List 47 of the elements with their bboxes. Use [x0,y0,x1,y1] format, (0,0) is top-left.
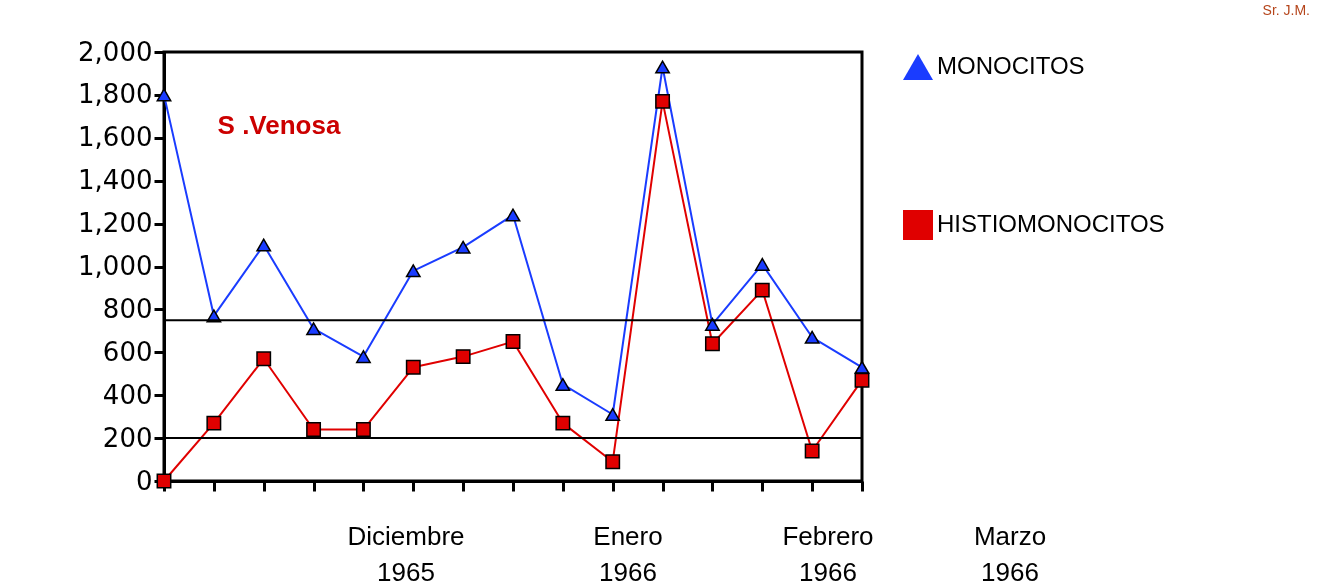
point [355,422,371,437]
point [605,454,621,470]
point [854,360,870,374]
point [505,208,521,222]
text: S .Venosa [217,110,341,140]
y-tick-label: 1,000 [78,251,153,281]
point [256,238,272,252]
point [405,264,421,278]
point [505,334,521,350]
y-tick-label: 800 [102,293,153,324]
text: Febrero 1966 [781,520,875,587]
point [704,336,720,352]
y-tick-label: 1,800 [78,79,153,110]
text: Sr. J.M. [1262,2,1310,18]
point [455,349,471,365]
text: Enero 1966 [592,520,664,587]
y-tick-label: 400 [102,379,153,410]
point [555,377,571,392]
point [206,415,222,431]
legend-label: MONOCITOS [937,52,1085,79]
point [704,317,720,331]
point [655,60,671,74]
point [555,415,571,431]
point [306,422,322,437]
text: Marzo 1966 [972,520,1048,587]
point [854,372,870,388]
point [306,322,322,336]
point [754,282,770,298]
point [355,350,371,364]
point [605,407,621,422]
legend-label: HISTIOMONOCITOS [937,210,1165,237]
text: Diciembre 1965 [346,520,466,587]
y-tick-label: 2,000 [78,36,153,67]
y-tick-label: 600 [102,336,153,367]
y-tick-label: 0 [135,465,153,496]
point [804,443,820,459]
y-tick-label: 1,600 [78,122,153,153]
point [455,240,471,254]
point [256,351,272,367]
point [655,93,671,109]
point [804,330,820,344]
point [405,359,421,375]
point [754,257,770,271]
point [156,88,172,102]
y-tick-label: 1,200 [78,208,153,239]
y-tick-label: 1,400 [78,165,153,196]
y-tick-label: 200 [102,422,153,453]
